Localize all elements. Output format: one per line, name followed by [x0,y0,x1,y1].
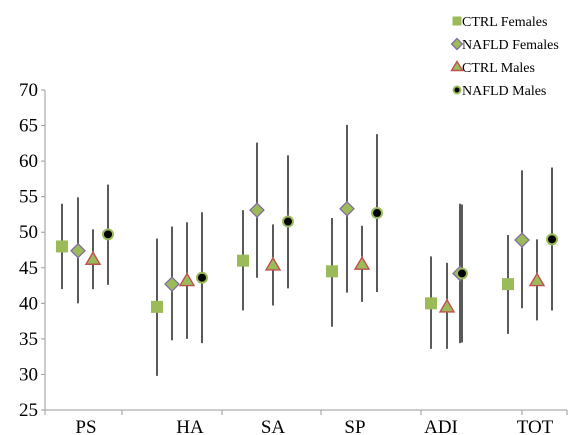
legend-label: NAFLD Males [462,84,546,99]
y-tick-label: 50 [19,222,38,243]
data-point [196,271,208,284]
data-point [102,228,114,241]
data-point [178,272,196,287]
data-point [546,233,558,246]
data-point [282,215,294,228]
y-tick-label: 70 [19,80,38,101]
data-point [237,254,249,267]
x-tick-label: TOT [517,417,554,435]
data-point [528,272,546,287]
data-point [514,232,530,248]
y-tick-label: 45 [19,258,38,279]
data-point [353,255,371,270]
y-tick-label: 40 [19,293,38,314]
data-point [264,256,282,271]
data-point [456,267,468,280]
data-point [84,250,102,265]
markers [56,200,558,313]
y-tick-label: 35 [19,329,38,350]
data-point [249,202,265,219]
data-point [371,207,383,220]
legend-label: NAFLD Females [462,38,559,53]
y-tick-label: 60 [19,151,38,172]
y-tick-label: 65 [19,116,38,137]
data-point [425,297,437,310]
data-point [339,200,355,217]
data-point [326,265,338,278]
legend-marker [452,16,462,26]
data-point [164,276,180,292]
legend-label: CTRL Females [462,15,547,30]
data-point [438,298,456,313]
data-point [502,278,514,291]
legend-label: CTRL Males [462,61,535,76]
y-tick-label: 25 [19,400,38,421]
data-point [151,300,163,313]
x-tick-label: PS [75,417,96,435]
x-tick-label: HA [176,417,204,435]
y-tick-label: 30 [19,364,38,385]
legend-marker [452,85,462,95]
data-point [56,240,68,253]
x-tick-label: SA [261,417,286,435]
y-tick-label: 55 [19,187,38,208]
axes: 25 30 35 40 45 50 55 60 65 70 PS HA SA SP ADI TOT [19,80,568,435]
legend: CTRL Females NAFLD Females CTRL Males NAFLD… [450,15,559,99]
legend-marker [450,37,464,51]
error-bars [61,124,553,376]
legend-marker [450,60,464,72]
x-tick-label: ADI [424,417,458,435]
data-point [70,242,86,259]
x-tick-label: SP [344,417,365,435]
